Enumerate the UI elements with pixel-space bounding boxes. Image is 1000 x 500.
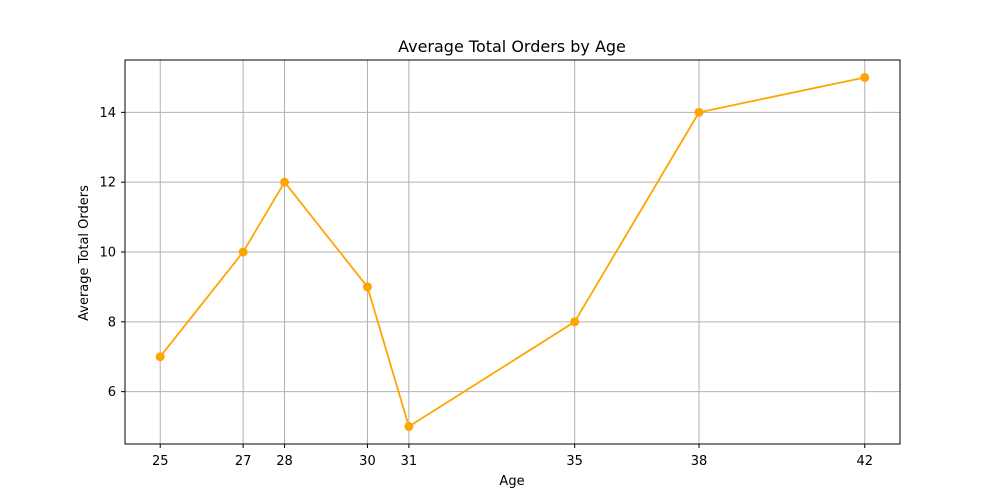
x-tick-label: 38 (691, 454, 708, 469)
y-tick-label: 12 (99, 176, 116, 191)
data-point (362, 282, 372, 292)
x-tick-label: 35 (566, 454, 583, 469)
grid-lines (125, 60, 900, 444)
data-point (694, 107, 704, 117)
y-axis-label: Average Total Orders (77, 185, 92, 321)
y-tick-label: 8 (108, 315, 116, 330)
y-axis-ticks: 6 8 10 12 14 (99, 106, 125, 400)
x-tick-label: 30 (359, 454, 376, 469)
data-point (570, 317, 580, 327)
data-point (155, 352, 165, 362)
x-tick-label: 27 (235, 454, 252, 469)
x-tick-label: 28 (276, 454, 293, 469)
x-axis-label: Age (499, 474, 524, 489)
data-point (238, 247, 248, 257)
chart-title: Average Total Orders by Age (398, 37, 626, 56)
data-point (280, 177, 290, 187)
x-axis-ticks: 25 27 28 30 31 35 38 42 (152, 444, 873, 469)
y-tick-label: 14 (99, 106, 116, 121)
x-tick-label: 25 (152, 454, 169, 469)
series-line (159, 76, 865, 428)
data-series (155, 72, 870, 432)
y-tick-label: 10 (99, 246, 116, 261)
y-tick-label: 6 (108, 385, 116, 400)
x-tick-label: 31 (401, 454, 418, 469)
data-point (404, 422, 414, 432)
data-point (860, 72, 870, 82)
x-tick-label: 42 (856, 454, 873, 469)
